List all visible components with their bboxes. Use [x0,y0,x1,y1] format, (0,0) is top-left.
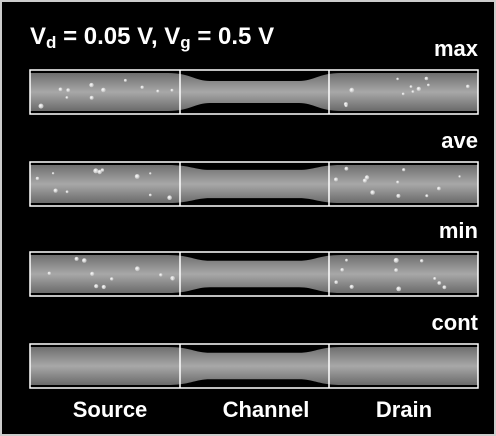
dopant [48,272,51,275]
dopant [410,85,413,88]
dopant [101,168,104,171]
title-subscript: g [180,33,190,52]
dopant [340,268,344,272]
dopant [334,280,338,284]
dopant [402,93,405,96]
dopant [110,277,113,280]
dopant [433,277,436,280]
dopant [396,287,401,292]
region-label: Channel [223,397,310,422]
panel-label: min [439,218,478,243]
dopant [345,167,349,171]
dopant [159,273,162,276]
region-label: Source [73,397,148,422]
dopant [52,172,54,174]
dopant [345,104,348,107]
dopant [93,168,98,173]
dopant [394,258,399,263]
figure: Vd = 0.05 V, Vg = 0.5 V max ave min cont So… [0,0,496,436]
dopant [425,77,429,81]
dopant [54,189,58,193]
dopant [425,194,428,197]
dopant [349,88,354,93]
dopant [39,104,44,109]
dopant [59,88,63,92]
dopant [396,78,399,81]
dopant [90,96,94,100]
dopant [427,84,430,87]
dopant [417,87,421,91]
dopant [135,266,140,271]
figure-title: Vd = 0.05 V, Vg = 0.5 V [30,23,274,52]
dopant [167,195,172,200]
title-part: = 0.5 V [191,23,274,50]
dopant [412,90,415,93]
region-label: Drain [376,397,432,422]
dopant [171,89,174,92]
dopant [149,172,151,174]
dopant [66,190,69,193]
title-subscript: d [46,33,56,52]
dopant [94,284,98,288]
dopant [89,83,93,87]
dopant [141,86,144,89]
dopant [394,268,398,272]
dopant [458,175,460,177]
dopant [365,175,369,179]
dopant [437,281,441,285]
dopant [66,88,70,92]
dopant [124,79,127,82]
dopant [149,194,152,197]
panel-label: ave [441,128,478,153]
dopant [102,285,106,289]
dopant [156,90,159,93]
dopant [135,174,140,179]
dopant [82,258,87,263]
dopant [466,85,470,89]
dopant [420,259,423,262]
panel-label: max [434,36,479,61]
dopant [75,257,79,261]
title-part: V [30,23,46,50]
title-part: = 0.05 V, V [56,23,180,50]
dopant [437,187,441,191]
dopant [350,285,354,289]
dopant [334,178,338,182]
dopant [171,278,174,281]
dopant [101,88,106,93]
panel-label: cont [432,310,479,335]
dopant [345,259,348,262]
dopant [370,190,375,195]
dopant [396,194,400,198]
dopant [443,285,447,289]
dopant [90,272,94,276]
dopant [36,177,39,180]
dopant [402,168,405,171]
dopant [396,181,399,184]
dopant [66,96,69,99]
